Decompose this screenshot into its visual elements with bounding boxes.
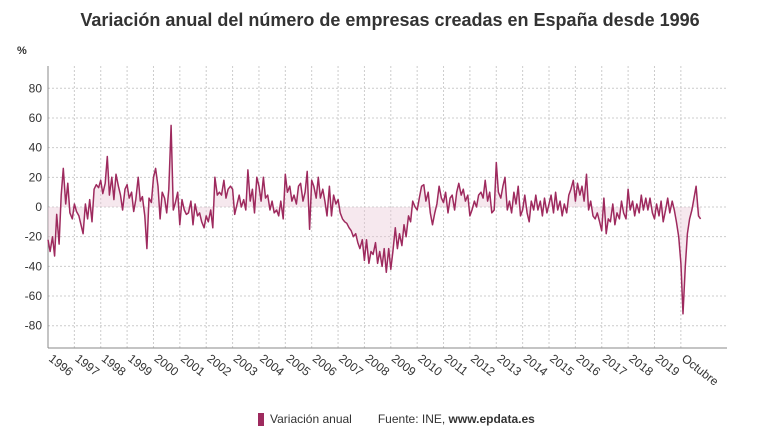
y-tick-label: 80 [29,81,43,95]
legend-series-label: Variación anual [270,412,352,426]
x-tick-label: 1998 [99,351,129,379]
y-tick-label: 60 [29,111,43,125]
x-tick-label: 2002 [204,351,234,379]
x-tick-label: 1999 [125,351,155,379]
y-tick-label: 20 [29,170,43,184]
x-tick-label: 2014 [521,351,551,379]
y-tick-label: -80 [25,319,43,333]
x-tick-label: 2013 [494,351,524,379]
y-tick-label: 0 [35,200,42,214]
series-line-variacion-anual [47,124,702,315]
x-tick-label: 1997 [73,351,103,379]
x-tick-label: 1996 [46,351,76,379]
legend: Variación anual Fuente: INE, www.epdata.… [258,412,535,426]
source-site: www.epdata.es [448,412,535,426]
x-tick-label: 2011 [442,351,471,378]
y-tick-label: 40 [29,141,43,155]
y-tick-label: -40 [25,259,43,273]
x-tick-label: 2005 [283,351,313,379]
legend-swatch [258,412,264,426]
x-tick-label: 2003 [231,351,261,379]
x-tick-label: 2007 [336,351,366,379]
x-tick-label: 2016 [574,351,604,379]
x-tick-label: 2006 [310,351,340,379]
x-tick-label: 2010 [415,351,445,379]
series-area [48,125,701,314]
x-tick-label: 2008 [363,351,393,379]
chart-title: Variación anual del número de empresas c… [80,10,700,30]
source-note: Fuente: INE, www.epdata.es [378,412,535,426]
x-tick-label: 2000 [152,351,182,379]
x-tick-label: 2012 [468,351,498,379]
x-tick-label: 2019 [653,351,683,379]
x-tick-label: 2017 [600,351,630,379]
source-prefix: Fuente: INE, [377,412,449,426]
x-tick-label: 2015 [547,351,577,379]
y-axis-label: % [17,45,27,57]
x-tick-label: 2001 [178,351,208,379]
x-tick-label: Octubre [679,351,722,389]
x-tick-label: 2004 [257,351,287,379]
x-tick-label: 2009 [389,351,419,379]
y-tick-label: -20 [25,230,43,244]
y-tick-label: -60 [25,289,43,303]
x-tick-label: 2018 [626,351,656,379]
